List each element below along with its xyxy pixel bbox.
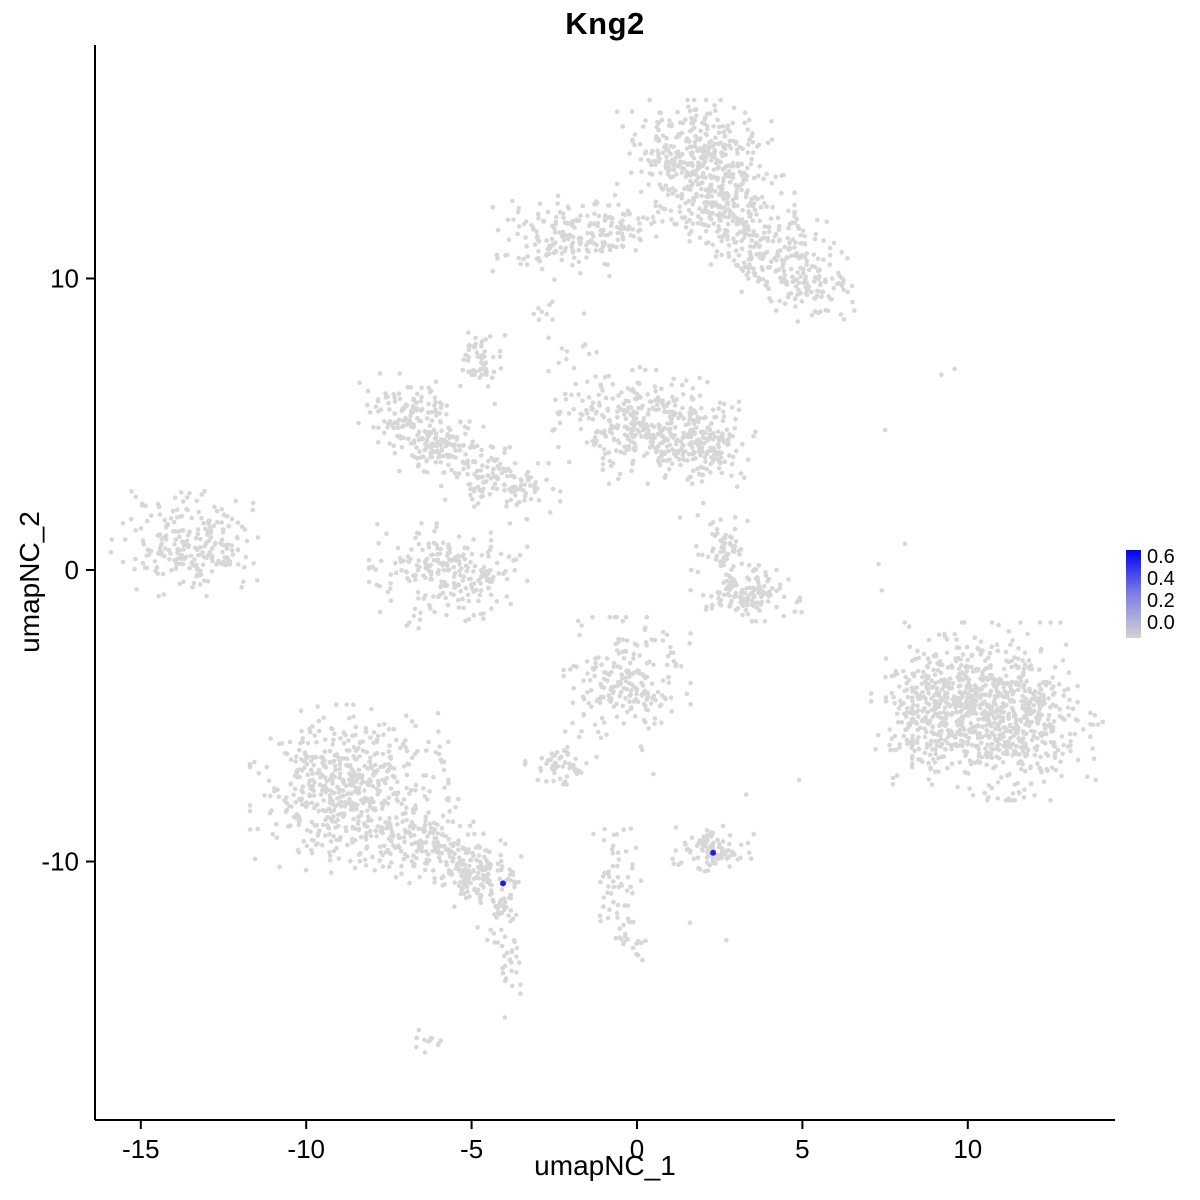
legend-gradient-bar (1126, 550, 1141, 638)
x-axis-label: umapNC_1 (534, 1150, 676, 1181)
color-legend: 0.6 0.4 0.2 0.0 (1126, 546, 1200, 646)
legend-tick-label: 0.6 (1147, 546, 1175, 568)
points-layer (108, 97, 1106, 1055)
y-axis-label: umapNC_2 (14, 511, 45, 653)
legend-tick-label: 0.2 (1147, 590, 1175, 612)
page-title: Kng2 (565, 6, 645, 41)
legend-tick-label: 0.0 (1147, 612, 1175, 634)
legend-tick-label: 0.4 (1147, 568, 1175, 590)
